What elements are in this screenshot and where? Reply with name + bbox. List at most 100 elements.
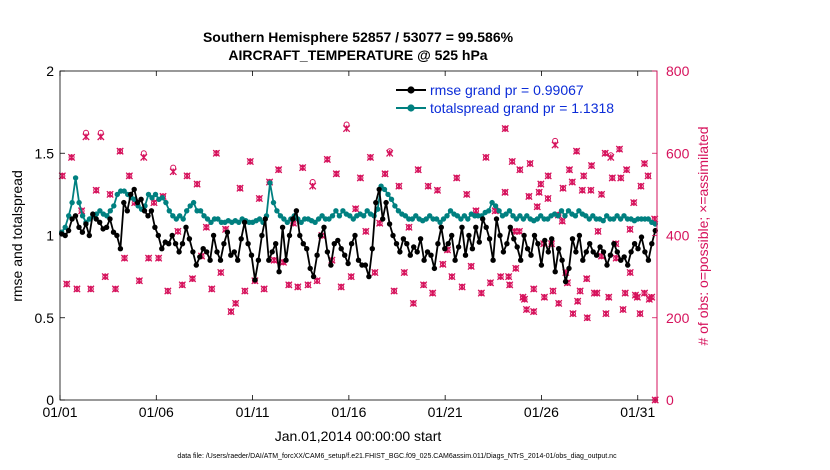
obs-possible-marker xyxy=(314,277,321,284)
obs-possible-marker xyxy=(530,286,537,292)
spread-point xyxy=(572,213,579,219)
rmse-point xyxy=(238,236,244,242)
rmse-point xyxy=(314,252,320,258)
rmse-point xyxy=(190,249,196,255)
rmse-point xyxy=(117,246,124,252)
rmse-point xyxy=(542,237,548,244)
rmse-point xyxy=(480,216,486,222)
obs-possible-marker xyxy=(574,298,581,305)
spread-point xyxy=(72,175,79,181)
rmse-point xyxy=(569,236,576,242)
obs-possible-marker xyxy=(541,294,548,301)
spread-point xyxy=(381,186,388,193)
obs-possible-marker xyxy=(261,286,268,292)
rmse-point xyxy=(197,254,203,260)
rmse-point xyxy=(335,237,341,244)
spread-point xyxy=(336,213,343,219)
rmse-point xyxy=(518,257,524,263)
x-tick-label: 01/11 xyxy=(236,404,270,420)
x-tick-label: 01/26 xyxy=(524,404,559,420)
spread-point xyxy=(614,213,620,219)
rmse-point xyxy=(193,262,199,268)
obs-possible-marker xyxy=(468,263,475,270)
rmse-point xyxy=(614,249,620,255)
obs-possible-marker xyxy=(382,170,389,177)
chart-title-line2: AIRCRAFT_TEMPERATURE @ 525 hPa xyxy=(228,47,487,63)
spread-point xyxy=(298,219,304,225)
obs-possible-marker xyxy=(63,281,70,287)
rmse-point xyxy=(342,252,348,258)
obs-possible-marker xyxy=(294,283,301,290)
obs-possible-marker xyxy=(605,294,612,301)
spread-point xyxy=(538,213,544,219)
left-axis-ticks: 0 0.5 1 1.5 2 xyxy=(35,63,65,408)
obs-possible-marker xyxy=(534,203,541,210)
obs-possible-marker xyxy=(87,286,94,292)
obs-possible-marker xyxy=(117,148,124,155)
spread-point xyxy=(236,219,242,225)
spread-point xyxy=(437,219,443,225)
obs-possible-marker xyxy=(525,193,532,200)
obs-possible-marker xyxy=(357,174,364,181)
obs-possible-marker xyxy=(174,228,181,235)
obs-possible-marker xyxy=(536,189,543,196)
spread-point xyxy=(583,213,589,219)
rmse-point xyxy=(407,252,413,258)
rmse-point xyxy=(500,249,507,255)
spread-point xyxy=(555,213,561,219)
rmse-point xyxy=(559,257,565,263)
obs-possible-marker xyxy=(527,160,534,167)
rmse-point xyxy=(597,244,603,250)
spread-point xyxy=(486,208,492,214)
spread-point xyxy=(69,199,75,206)
rmse-point xyxy=(642,249,648,255)
spread-point xyxy=(600,218,606,224)
spread-point xyxy=(545,216,551,222)
obs-possible-marker xyxy=(367,154,374,161)
obs-possible-marker xyxy=(634,294,641,301)
rmse-point xyxy=(200,246,206,252)
rmse-point xyxy=(452,257,458,263)
right-axis-label: # of obs: o=possible; ×=assimilated xyxy=(695,126,711,345)
obs-possible-marker xyxy=(591,290,598,297)
spread-point xyxy=(461,213,468,219)
rmse-point xyxy=(435,241,441,247)
spread-point xyxy=(204,216,211,222)
obs-possible-marker xyxy=(552,137,559,144)
rmse-point xyxy=(504,241,510,247)
obs-possible-marker xyxy=(506,281,513,288)
obs-possible-marker xyxy=(121,255,128,262)
rmse-point xyxy=(404,241,410,247)
obs-possible-marker xyxy=(136,277,143,284)
rmse-point xyxy=(455,244,462,250)
rmse-point xyxy=(269,249,275,255)
rmse-point xyxy=(121,199,127,206)
spread-point xyxy=(510,213,516,219)
obs-possible-marker xyxy=(577,288,584,294)
spread-point xyxy=(114,191,121,198)
spread-point xyxy=(586,216,592,222)
rmse-point xyxy=(587,241,593,247)
obs-possible-marker xyxy=(208,286,215,292)
spread-point xyxy=(385,191,391,198)
obs-possible-marker xyxy=(151,199,157,206)
spread-point xyxy=(267,180,273,186)
left-tick-label: 1 xyxy=(46,228,54,244)
obs-possible-marker xyxy=(579,187,586,194)
spread-point xyxy=(423,216,429,222)
rmse-point xyxy=(442,246,448,252)
spread-point xyxy=(496,208,502,214)
obs-possible-marker xyxy=(545,172,552,179)
rmse-point xyxy=(262,216,268,222)
spread-point xyxy=(534,216,540,222)
spread-point xyxy=(79,213,86,219)
obs-possible-marker xyxy=(595,228,601,235)
obs-possible-marker xyxy=(559,218,566,225)
spread-point xyxy=(284,219,290,225)
obs-possible-marker xyxy=(73,286,80,292)
spread-point xyxy=(458,216,464,222)
right-tick-label: 400 xyxy=(666,228,690,244)
rmse-point xyxy=(635,246,641,252)
obs-possible-marker xyxy=(439,261,446,268)
spread-point xyxy=(326,216,332,222)
